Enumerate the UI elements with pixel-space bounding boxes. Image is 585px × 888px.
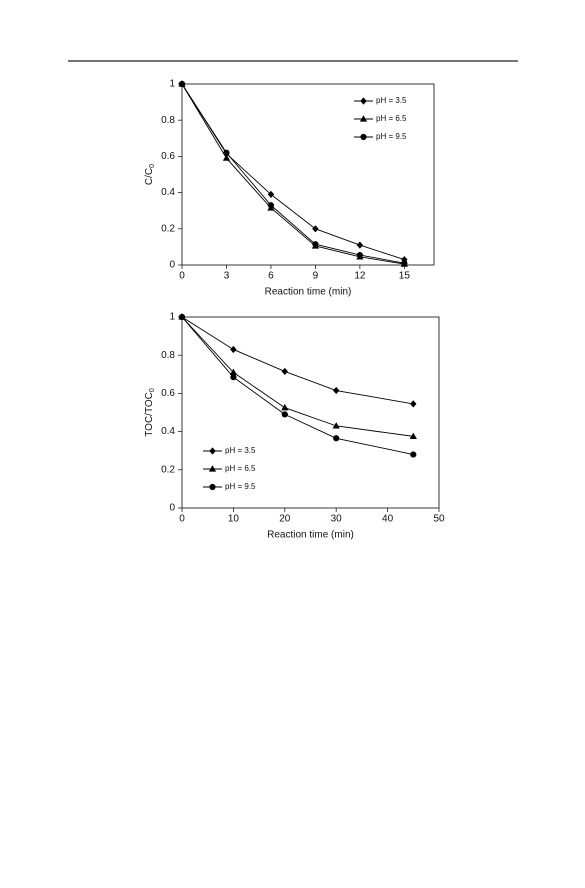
legend-label: pH = 3.5 [225,446,256,455]
marker-triangle [332,422,340,429]
y-tick-label: 0.4 [161,426,175,437]
marker-diamond [267,190,275,199]
plot-area [181,316,440,509]
marker-circle [230,374,237,381]
y-axis-label-main: C/C [144,168,155,185]
marker-diamond [312,225,319,233]
legend-label: pH = 6.5 [225,464,256,473]
x-tick-label: 10 [228,514,240,525]
x-tick-label: 6 [268,271,274,282]
x-tick-label: 0 [179,514,185,525]
marker-triangle [281,403,289,411]
y-tick-label: 0 [169,260,175,271]
marker-diamond [360,97,367,105]
marker-triangle [409,432,417,439]
legend-label: pH = 9.5 [225,482,256,491]
marker-circle [356,251,363,259]
marker-circle [401,260,408,267]
marker-circle [360,133,367,141]
x-axis-label: Reaction time (min) [267,530,354,541]
x-tick-label: 20 [279,514,291,525]
marker-triangle [229,368,237,375]
y-tick-label: 0.8 [161,115,175,126]
series-line [181,83,405,264]
marker-triangle [222,154,231,161]
y-tick-label: 0.8 [161,350,175,361]
y-axis-label-sub: 0 [149,388,156,392]
y-axis-label: C/C0 [144,164,156,185]
marker-diamond [230,345,237,354]
x-tick-label: 0 [179,271,185,282]
legend-label: pH = 9.5 [376,132,407,141]
marker-circle [178,313,186,321]
x-tick-label: 15 [399,271,411,282]
marker-triangle [208,465,217,472]
y-axis-label: TOC/TOC0 [144,388,156,437]
y-tick-label: 0.4 [161,187,175,198]
y-tick-label: 0.2 [161,223,175,234]
marker-diamond [281,367,288,376]
marker-circle [312,241,319,248]
marker-diamond [356,241,364,249]
y-axis-label-main: TOC/TOC [144,392,155,437]
y-axis-label-sub: 0 [149,164,156,168]
x-tick-label: 12 [354,271,366,282]
marker-circle [410,451,417,458]
marker-circle [333,435,340,442]
legend-label: pH = 6.5 [376,114,407,123]
legend-label: pH = 3.5 [376,96,407,105]
y-tick-label: 0 [169,503,175,514]
marker-circle [281,411,288,418]
marker-triangle [359,115,368,122]
y-tick-label: 0.6 [161,388,175,399]
x-tick-label: 3 [224,271,230,282]
series-line [181,83,405,265]
x-tick-label: 9 [313,271,319,282]
x-tick-label: 40 [382,514,394,525]
marker-diamond [209,447,216,455]
y-tick-label: 0.6 [161,151,175,162]
x-tick-label: 30 [331,514,343,525]
x-tick-label: 50 [433,514,445,525]
marker-circle [178,80,186,88]
marker-circle [223,149,230,156]
y-tick-label: 1 [169,79,175,90]
marker-diamond [333,386,340,395]
marker-diamond [410,400,417,408]
plot-area [181,83,435,266]
y-tick-label: 0.2 [161,464,175,475]
marker-circle [209,483,216,491]
y-tick-label: 1 [169,312,175,323]
marker-circle [267,202,275,209]
x-axis-label: Reaction time (min) [265,287,352,298]
